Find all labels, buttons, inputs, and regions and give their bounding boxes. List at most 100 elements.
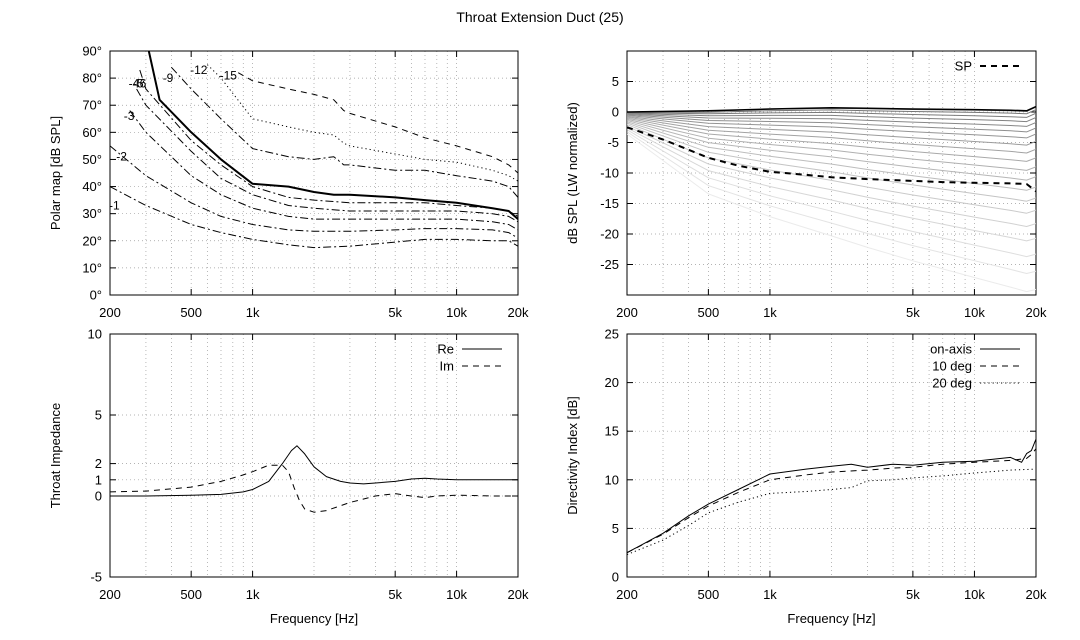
plot-area: [627, 105, 1036, 293]
contour-line: [237, 72, 518, 174]
y-tick-label: 60°: [82, 125, 102, 140]
x-tick-label: 200: [616, 587, 638, 602]
fan-curve: [627, 109, 1036, 115]
legend-label: SP: [955, 59, 972, 74]
y-tick-label: -15: [600, 196, 619, 211]
x-tick-label: 5k: [906, 587, 920, 602]
y-axis-label: Throat Impedance: [48, 403, 63, 509]
contour-line: [136, 88, 518, 223]
di-curve: [627, 438, 1036, 554]
fan-curve: [627, 113, 1036, 127]
grid: [109, 333, 519, 578]
contour-label: -1: [109, 199, 120, 213]
fan-curve: [627, 118, 1036, 171]
fan-curve: [627, 119, 1036, 181]
y-tick-label: 50°: [82, 152, 102, 167]
y-tick-label: 5: [612, 74, 619, 89]
di-curve: [627, 468, 1036, 556]
y-tick-label: 10°: [82, 260, 102, 275]
x-tick-label: 20k: [508, 587, 529, 602]
y-tick-label: 90°: [82, 44, 102, 59]
y-axis-label: Directivity Index [dB]: [565, 396, 580, 515]
panel-2: 200 500 1k 5k 10k 20k -25 -20 -15 -10 -5 0 5 dB SPL (…: [565, 50, 1047, 320]
ticks: 200 500 1k 5k 10k 20k -5 0 12 5 10: [88, 327, 529, 603]
panel-4: 200 500 1k 5k 10k 20k 0 5 10 15 20 25 Frequency [Hz]…: [565, 327, 1047, 627]
on-axis-curve: [627, 105, 1036, 113]
fan-curve: [627, 117, 1036, 162]
fan-curve: [627, 127, 1036, 242]
impedance-re-curve: [110, 445, 518, 497]
y-tick-label: 70°: [82, 98, 102, 113]
ticks: 200 500 1k 5k 10k 20k -25 -20 -15 -10 -5 0 5: [600, 51, 1047, 320]
x-tick-label: 500: [698, 305, 720, 320]
fan-curve: [627, 114, 1036, 139]
panel-1: 200 500 1k 5k 10k 20k 0° 10° 20° 30° 40° 50° 60° 70° 8…: [48, 44, 529, 321]
y-tick-label: 25: [605, 327, 619, 342]
panel-3: 200 500 1k 5k 10k 20k -5 0 12 5 10 Frequency [Hz] Th…: [48, 327, 529, 627]
fan-curve: [627, 111, 1036, 118]
fan-curve: [627, 121, 1036, 191]
plot-frame: [109, 333, 519, 578]
y-tick-label: 10: [605, 472, 619, 487]
x-axis-label: Frequency [Hz]: [270, 611, 358, 626]
contour-label: 6: [140, 77, 147, 91]
contour-label: -3: [124, 109, 135, 123]
legend-label: on-axis: [930, 342, 972, 357]
y-tick-label: 0°: [90, 288, 102, 303]
contour-line: [110, 186, 518, 249]
x-tick-label: 200: [99, 305, 121, 320]
impedance-im-curve: [110, 464, 518, 513]
contour-label: -5: [133, 77, 144, 91]
plot-area: [627, 438, 1036, 556]
y-tick-label: -5: [90, 570, 102, 585]
x-tick-label: 200: [616, 305, 638, 320]
di-curve: [627, 448, 1036, 554]
x-tick-label: 1k: [246, 305, 260, 320]
x-tick-label: 5k: [388, 305, 402, 320]
contour-line: [206, 64, 518, 182]
y-tick-label: -10: [600, 166, 619, 181]
y-tick-label: 10: [88, 327, 102, 342]
fan-curve: [627, 123, 1036, 214]
fan-curve: [627, 133, 1036, 293]
y-axis-label: Polar map [dB SPL]: [48, 116, 63, 230]
y-tick-label: 2: [95, 456, 102, 471]
y-tick-label: 80°: [82, 71, 102, 86]
contour-label: -2: [116, 150, 127, 164]
plot-area: [110, 51, 518, 249]
x-tick-label: 10k: [446, 305, 467, 320]
fan-curve: [627, 129, 1036, 258]
y-tick-label: 5: [95, 408, 102, 423]
x-tick-label: 1k: [763, 587, 777, 602]
legend-label: Im: [440, 359, 454, 374]
x-tick-label: 20k: [508, 305, 529, 320]
legend-label: 10 deg: [932, 359, 972, 374]
contour-label: -15: [220, 68, 238, 82]
y-tick-label: 0: [612, 570, 619, 585]
legend-label: 20 deg: [932, 376, 972, 391]
contour-line: [110, 145, 518, 239]
x-tick-label: 20k: [1026, 587, 1047, 602]
fan-curve: [627, 112, 1036, 123]
fan-curve: [627, 131, 1036, 274]
x-tick-label: 1k: [246, 587, 260, 602]
y-tick-label: -25: [600, 257, 619, 272]
y-tick-label: -20: [600, 227, 619, 242]
y-tick-label: -5: [607, 135, 619, 150]
y-tick-label: 1: [95, 472, 102, 487]
x-tick-label: 5k: [906, 305, 920, 320]
y-axis-label: dB SPL (LW normalized): [565, 102, 580, 244]
x-tick-label: 5k: [388, 587, 402, 602]
fan-curve: [627, 116, 1036, 154]
grid: [626, 51, 1037, 295]
y-tick-label: 0: [95, 489, 102, 504]
contour-label: -9: [163, 71, 174, 85]
x-tick-label: 500: [698, 587, 720, 602]
y-tick-label: 20°: [82, 233, 102, 248]
x-tick-label: 200: [99, 587, 121, 602]
contour-line: [171, 66, 518, 198]
grid: [109, 50, 519, 296]
fan-curve: [627, 115, 1036, 146]
grid: [626, 333, 1037, 578]
